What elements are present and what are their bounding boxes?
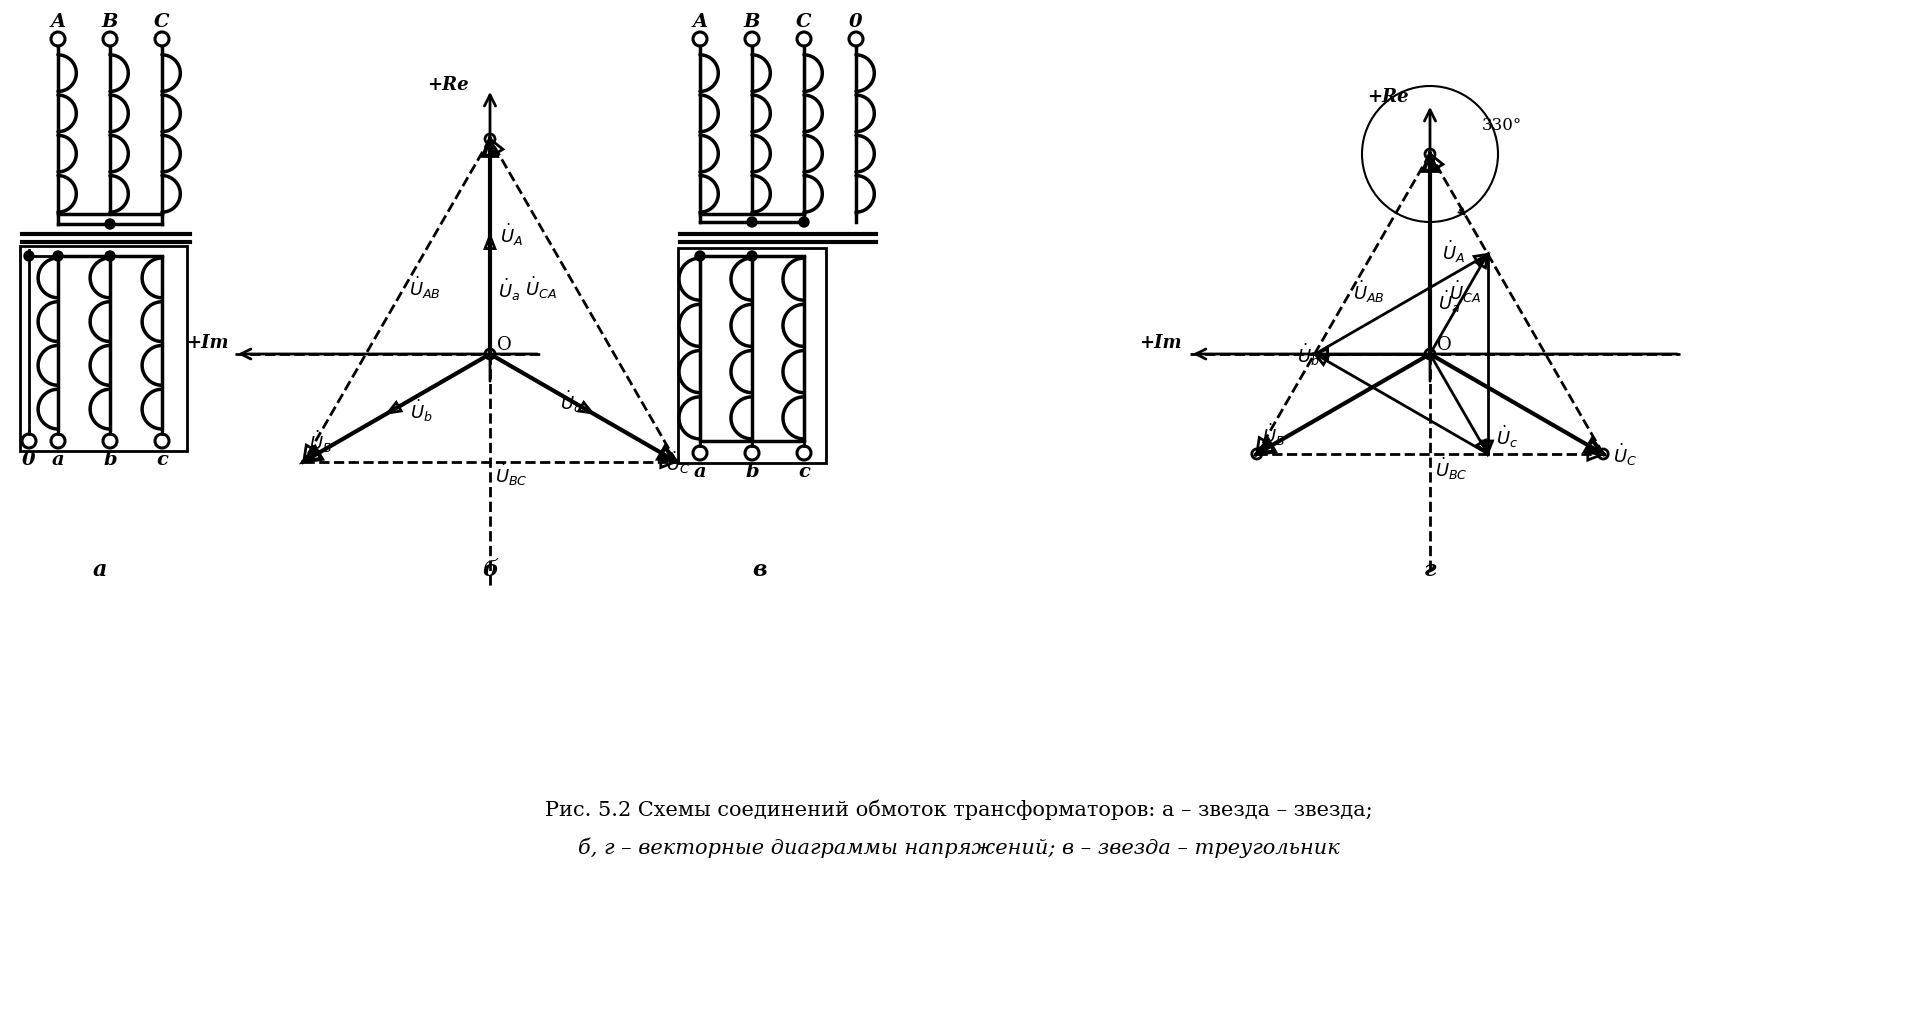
Text: $\dot{U}_{BC}$: $\dot{U}_{BC}$ <box>495 461 527 487</box>
Text: Рис. 5.2 Схемы соединений обмоток трансформаторов: а – звезда – звезда;: Рис. 5.2 Схемы соединений обмоток трансф… <box>545 799 1373 819</box>
Text: $\dot{U}_b$: $\dot{U}_b$ <box>410 397 433 424</box>
Text: b: b <box>746 463 760 481</box>
Text: $\dot{U}_c$: $\dot{U}_c$ <box>560 388 583 415</box>
Text: $\dot{U}_A$: $\dot{U}_A$ <box>1442 238 1465 265</box>
Text: 0: 0 <box>23 450 36 469</box>
Text: O: O <box>1437 335 1452 354</box>
Text: a: a <box>694 463 706 481</box>
Bar <box>19 247 186 451</box>
Circle shape <box>54 252 63 262</box>
Circle shape <box>105 252 115 262</box>
Text: $\dot{U}_a$: $\dot{U}_a$ <box>499 276 520 303</box>
Text: C: C <box>796 13 811 31</box>
Text: $\dot{U}_{BC}$: $\dot{U}_{BC}$ <box>1435 455 1467 482</box>
Circle shape <box>25 252 35 262</box>
Text: A: A <box>692 13 708 31</box>
Text: $\dot{U}_B$: $\dot{U}_B$ <box>1262 421 1285 447</box>
Text: a: a <box>52 450 65 469</box>
Text: 330°: 330° <box>1483 116 1523 133</box>
Text: b: b <box>104 450 117 469</box>
Circle shape <box>694 252 706 262</box>
Text: г: г <box>1423 558 1437 581</box>
Text: $\dot{U}_{CA}$: $\dot{U}_{CA}$ <box>526 275 556 301</box>
Text: $\dot{U}_b$: $\dot{U}_b$ <box>1297 341 1320 368</box>
Text: +Re: +Re <box>428 76 468 94</box>
Text: $\dot{U}_B$: $\dot{U}_B$ <box>309 429 332 455</box>
Bar <box>677 249 827 464</box>
Text: +Im: +Im <box>186 333 228 352</box>
Circle shape <box>746 252 758 262</box>
Text: c: c <box>155 450 169 469</box>
Text: а: а <box>92 558 107 581</box>
Text: $\dot{U}_C$: $\dot{U}_C$ <box>666 448 690 475</box>
Text: 0: 0 <box>850 13 863 31</box>
Text: $\dot{U}_{AB}$: $\dot{U}_{AB}$ <box>1354 278 1385 305</box>
Text: $\dot{U}_C$: $\dot{U}_C$ <box>1613 441 1638 468</box>
Text: c: c <box>798 463 809 481</box>
Text: B: B <box>102 13 119 31</box>
Text: O: O <box>497 335 512 354</box>
Text: C: C <box>153 13 171 31</box>
Circle shape <box>800 218 809 228</box>
Text: B: B <box>744 13 760 31</box>
Text: $\dot{U}_{AB}$: $\dot{U}_{AB}$ <box>409 275 441 301</box>
Text: A: A <box>50 13 65 31</box>
Text: $\dot{U}_a$: $\dot{U}_a$ <box>1438 288 1460 315</box>
Text: $\dot{U}_A$: $\dot{U}_A$ <box>501 221 524 248</box>
Circle shape <box>105 220 115 229</box>
Text: б: б <box>481 558 499 581</box>
Text: +Im: +Im <box>1139 333 1181 352</box>
Text: +Re: +Re <box>1368 88 1410 106</box>
Text: $\dot{U}_c$: $\dot{U}_c$ <box>1496 423 1517 449</box>
Text: б, г – векторные диаграммы напряжений; в – звезда – треугольник: б, г – векторные диаграммы напряжений; в… <box>577 837 1341 857</box>
Text: в: в <box>752 558 767 581</box>
Text: $\dot{U}_{CA}$: $\dot{U}_{CA}$ <box>1448 278 1481 305</box>
Circle shape <box>746 218 758 228</box>
